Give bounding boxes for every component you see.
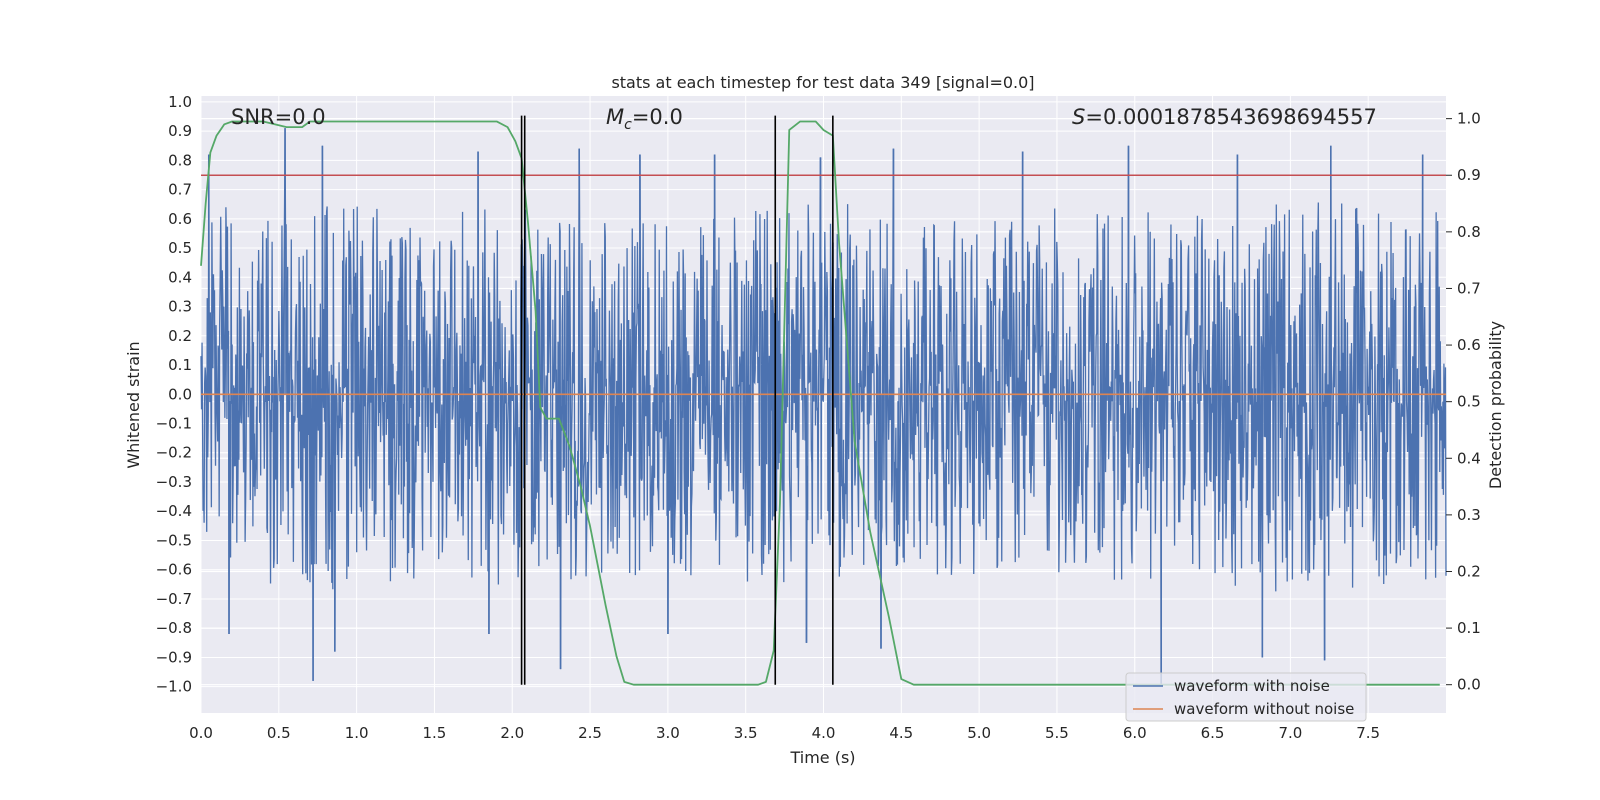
s-value: =0.0001878543698694557 (1085, 105, 1377, 129)
y-tick-label: 0.2 (168, 327, 192, 345)
noise-waveform-line (200, 128, 1447, 684)
y-tick-label: 0.1 (168, 356, 192, 374)
chirp-mass-annotation: Mc=0.0 (606, 105, 683, 133)
x-tick-label: 0.0 (189, 724, 213, 742)
legend-label-clean: waveform without noise (1174, 700, 1354, 718)
y-tick-label: 0.6 (168, 210, 192, 228)
y2-tick-label: 0.9 (1457, 166, 1481, 184)
y-axis-label: Whitened strain (124, 341, 143, 468)
x-tick-label: 5.0 (967, 724, 991, 742)
x-tick-label: 3.0 (656, 724, 680, 742)
y-tick-label: −0.4 (156, 502, 192, 520)
y-tick-label: 0.0 (168, 385, 192, 403)
x-tick-label: 0.5 (267, 724, 291, 742)
snr-annotation: SNR=0.0 (231, 105, 326, 129)
y2-tick-label: 0.5 (1457, 393, 1481, 411)
y-tick-label: −0.6 (156, 561, 192, 579)
y-tick-label: 0.3 (168, 298, 192, 316)
legend-label-noise: waveform with noise (1174, 677, 1330, 695)
probability-line (200, 120, 1440, 686)
y2-axis-label: Detection probability (1486, 321, 1505, 489)
y2-tick-label: 0.4 (1457, 449, 1481, 467)
y-tick-label: 0.9 (168, 122, 192, 140)
x-axis-label: Time (s) (789, 748, 855, 767)
y-tick-label: −0.2 (156, 444, 192, 462)
x-tick-label: 7.5 (1356, 724, 1380, 742)
y-tick-label: 0.8 (168, 151, 192, 169)
y-tick-label: −0.7 (156, 590, 192, 608)
x-tick-label: 7.0 (1278, 724, 1302, 742)
y2-tick-labels: 1.0 0.9 0.8 0.7 0.6 0.5 0.4 0.3 0.2 0.1 0.0 (1446, 110, 1481, 694)
y2-tick-label: 0.7 (1457, 279, 1481, 297)
y2-tick-label: 0.0 (1457, 676, 1481, 694)
s-symbol: S (1072, 105, 1085, 129)
y2-tick-label: 0.3 (1457, 506, 1481, 524)
y2-tick-label: 0.2 (1457, 562, 1481, 580)
x-tick-label: 4.5 (889, 724, 913, 742)
x-tick-label: 6.5 (1201, 724, 1225, 742)
chart-title: stats at each timestep for test data 349… (611, 73, 1034, 92)
y2-tick-label: 1.0 (1457, 110, 1481, 128)
series-waveform-with-noise (200, 128, 1447, 684)
x-tick-label: 2.5 (578, 724, 602, 742)
s-annotation: S=0.0001878543698694557 (1072, 105, 1377, 129)
y-tick-label: −0.8 (156, 619, 192, 637)
y-tick-labels: 1.0 0.9 0.8 0.7 0.6 0.5 0.4 0.3 0.2 0.1 0.0 −0.1 −0.… (156, 93, 192, 696)
legend-box (1125, 672, 1367, 722)
series-detection-probability (200, 120, 1440, 686)
y2-tick-label: 0.8 (1457, 223, 1481, 241)
x-tick-label: 2.0 (500, 724, 524, 742)
x-tick-labels: 0.0 0.5 1.0 1.5 2.0 2.5 3.0 3.5 4.0 4.5 5.0 5.5 6.0 6… (189, 724, 1380, 742)
y-tick-label: 0.7 (168, 181, 192, 199)
vertical-markers (520, 115, 834, 685)
chirp-mass-subscript: c (624, 117, 632, 133)
y-tick-label: 0.4 (168, 268, 192, 286)
y-tick-label: −0.5 (156, 531, 192, 549)
y2-tick-label: 0.6 (1457, 336, 1481, 354)
y-tick-label: −0.9 (156, 648, 192, 666)
x-tick-label: 6.0 (1123, 724, 1147, 742)
x-tick-label: 1.0 (345, 724, 369, 742)
chirp-mass-symbol: M (606, 105, 624, 129)
x-tick-label: 5.5 (1045, 724, 1069, 742)
legend: waveform with noise waveform without noi… (1125, 672, 1367, 722)
chirp-mass-value: =0.0 (632, 105, 683, 129)
y-tick-label: 0.5 (168, 239, 192, 257)
x-tick-label: 1.5 (423, 724, 447, 742)
x-tick-label: 4.0 (812, 724, 836, 742)
y-tick-label: −0.3 (156, 473, 192, 491)
y-tick-label: −0.1 (156, 415, 192, 433)
y2-tick-label: 0.1 (1457, 619, 1481, 637)
y-tick-label: −1.0 (156, 678, 192, 696)
x-tick-label: 3.5 (734, 724, 758, 742)
y-tick-label: 1.0 (168, 93, 192, 111)
